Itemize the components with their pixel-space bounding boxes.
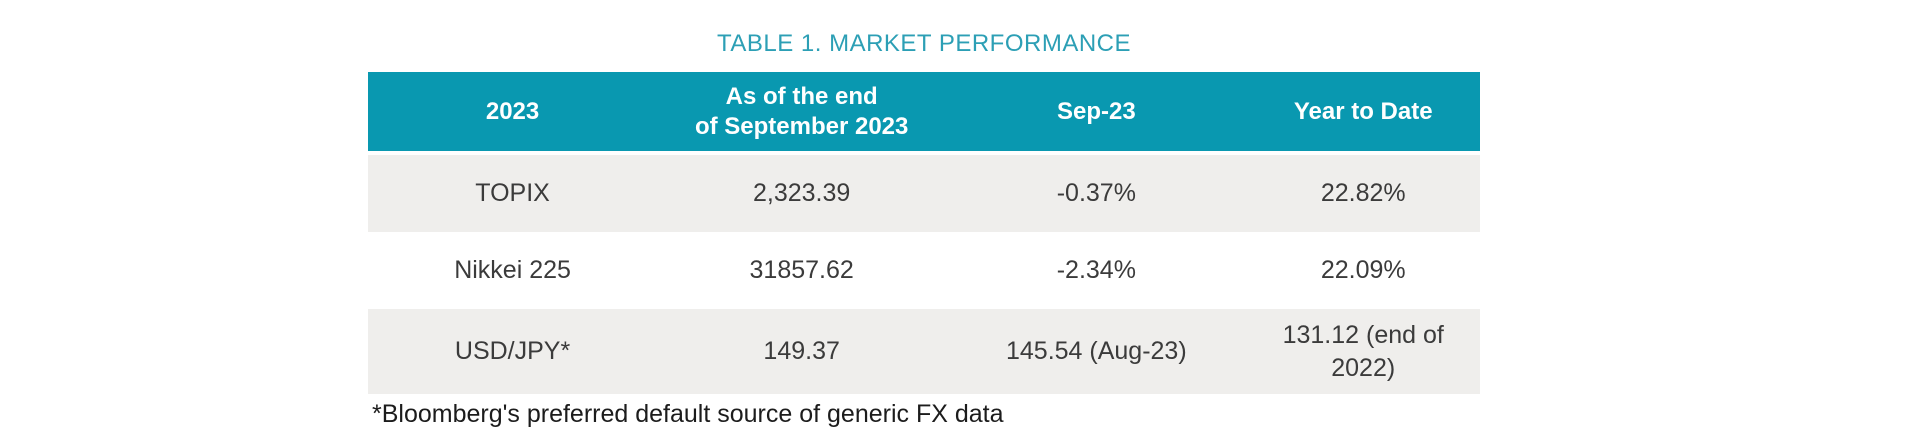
cell-topix-ytd: 22.82% [1320, 179, 1406, 208]
cell-topix-sep23: -0.37% [1056, 179, 1136, 208]
cell-topix-label: TOPIX [475, 179, 550, 208]
cell-usdjpy-level: 149.37 [763, 337, 840, 366]
header-year-to-date: Year to Date [1293, 97, 1433, 125]
table-footnote: *Bloomberg's preferred default source of… [372, 400, 1004, 428]
cell-topix-level: 2,323.39 [753, 179, 851, 208]
table-header-row: 2023 As of the end of September 2023 Sep… [368, 72, 1480, 151]
cell-usdjpy-label: USD/JPY* [454, 337, 571, 366]
table-title: TABLE 1. MARKET PERFORMANCE [716, 30, 1132, 57]
table-row-nikkei: Nikkei 225 31857.62 -2.34% 22.09% [368, 232, 1480, 309]
header-year: 2023 [485, 97, 540, 125]
header-sep-23: Sep-23 [1056, 97, 1136, 125]
cell-nikkei-ytd: 22.09% [1320, 256, 1406, 285]
cell-nikkei-level: 31857.62 [749, 256, 854, 285]
cell-usdjpy-sep23: 145.54 (Aug-23) [1005, 337, 1187, 366]
cell-usdjpy-ytd: 131.12 (end of 2022) [1282, 321, 1444, 382]
table-row-topix: TOPIX 2,323.39 -0.37% 22.82% [368, 155, 1480, 232]
table-row-usdjpy: USD/JPY* 149.37 145.54 (Aug-23) 131.12 (… [368, 309, 1480, 394]
cell-nikkei-label: Nikkei 225 [454, 256, 571, 285]
header-as-of-end-september: As of the end of September 2023 [694, 82, 909, 140]
cell-nikkei-sep23: -2.34% [1056, 256, 1136, 285]
market-performance-table: 2023 As of the end of September 2023 Sep… [368, 72, 1480, 394]
